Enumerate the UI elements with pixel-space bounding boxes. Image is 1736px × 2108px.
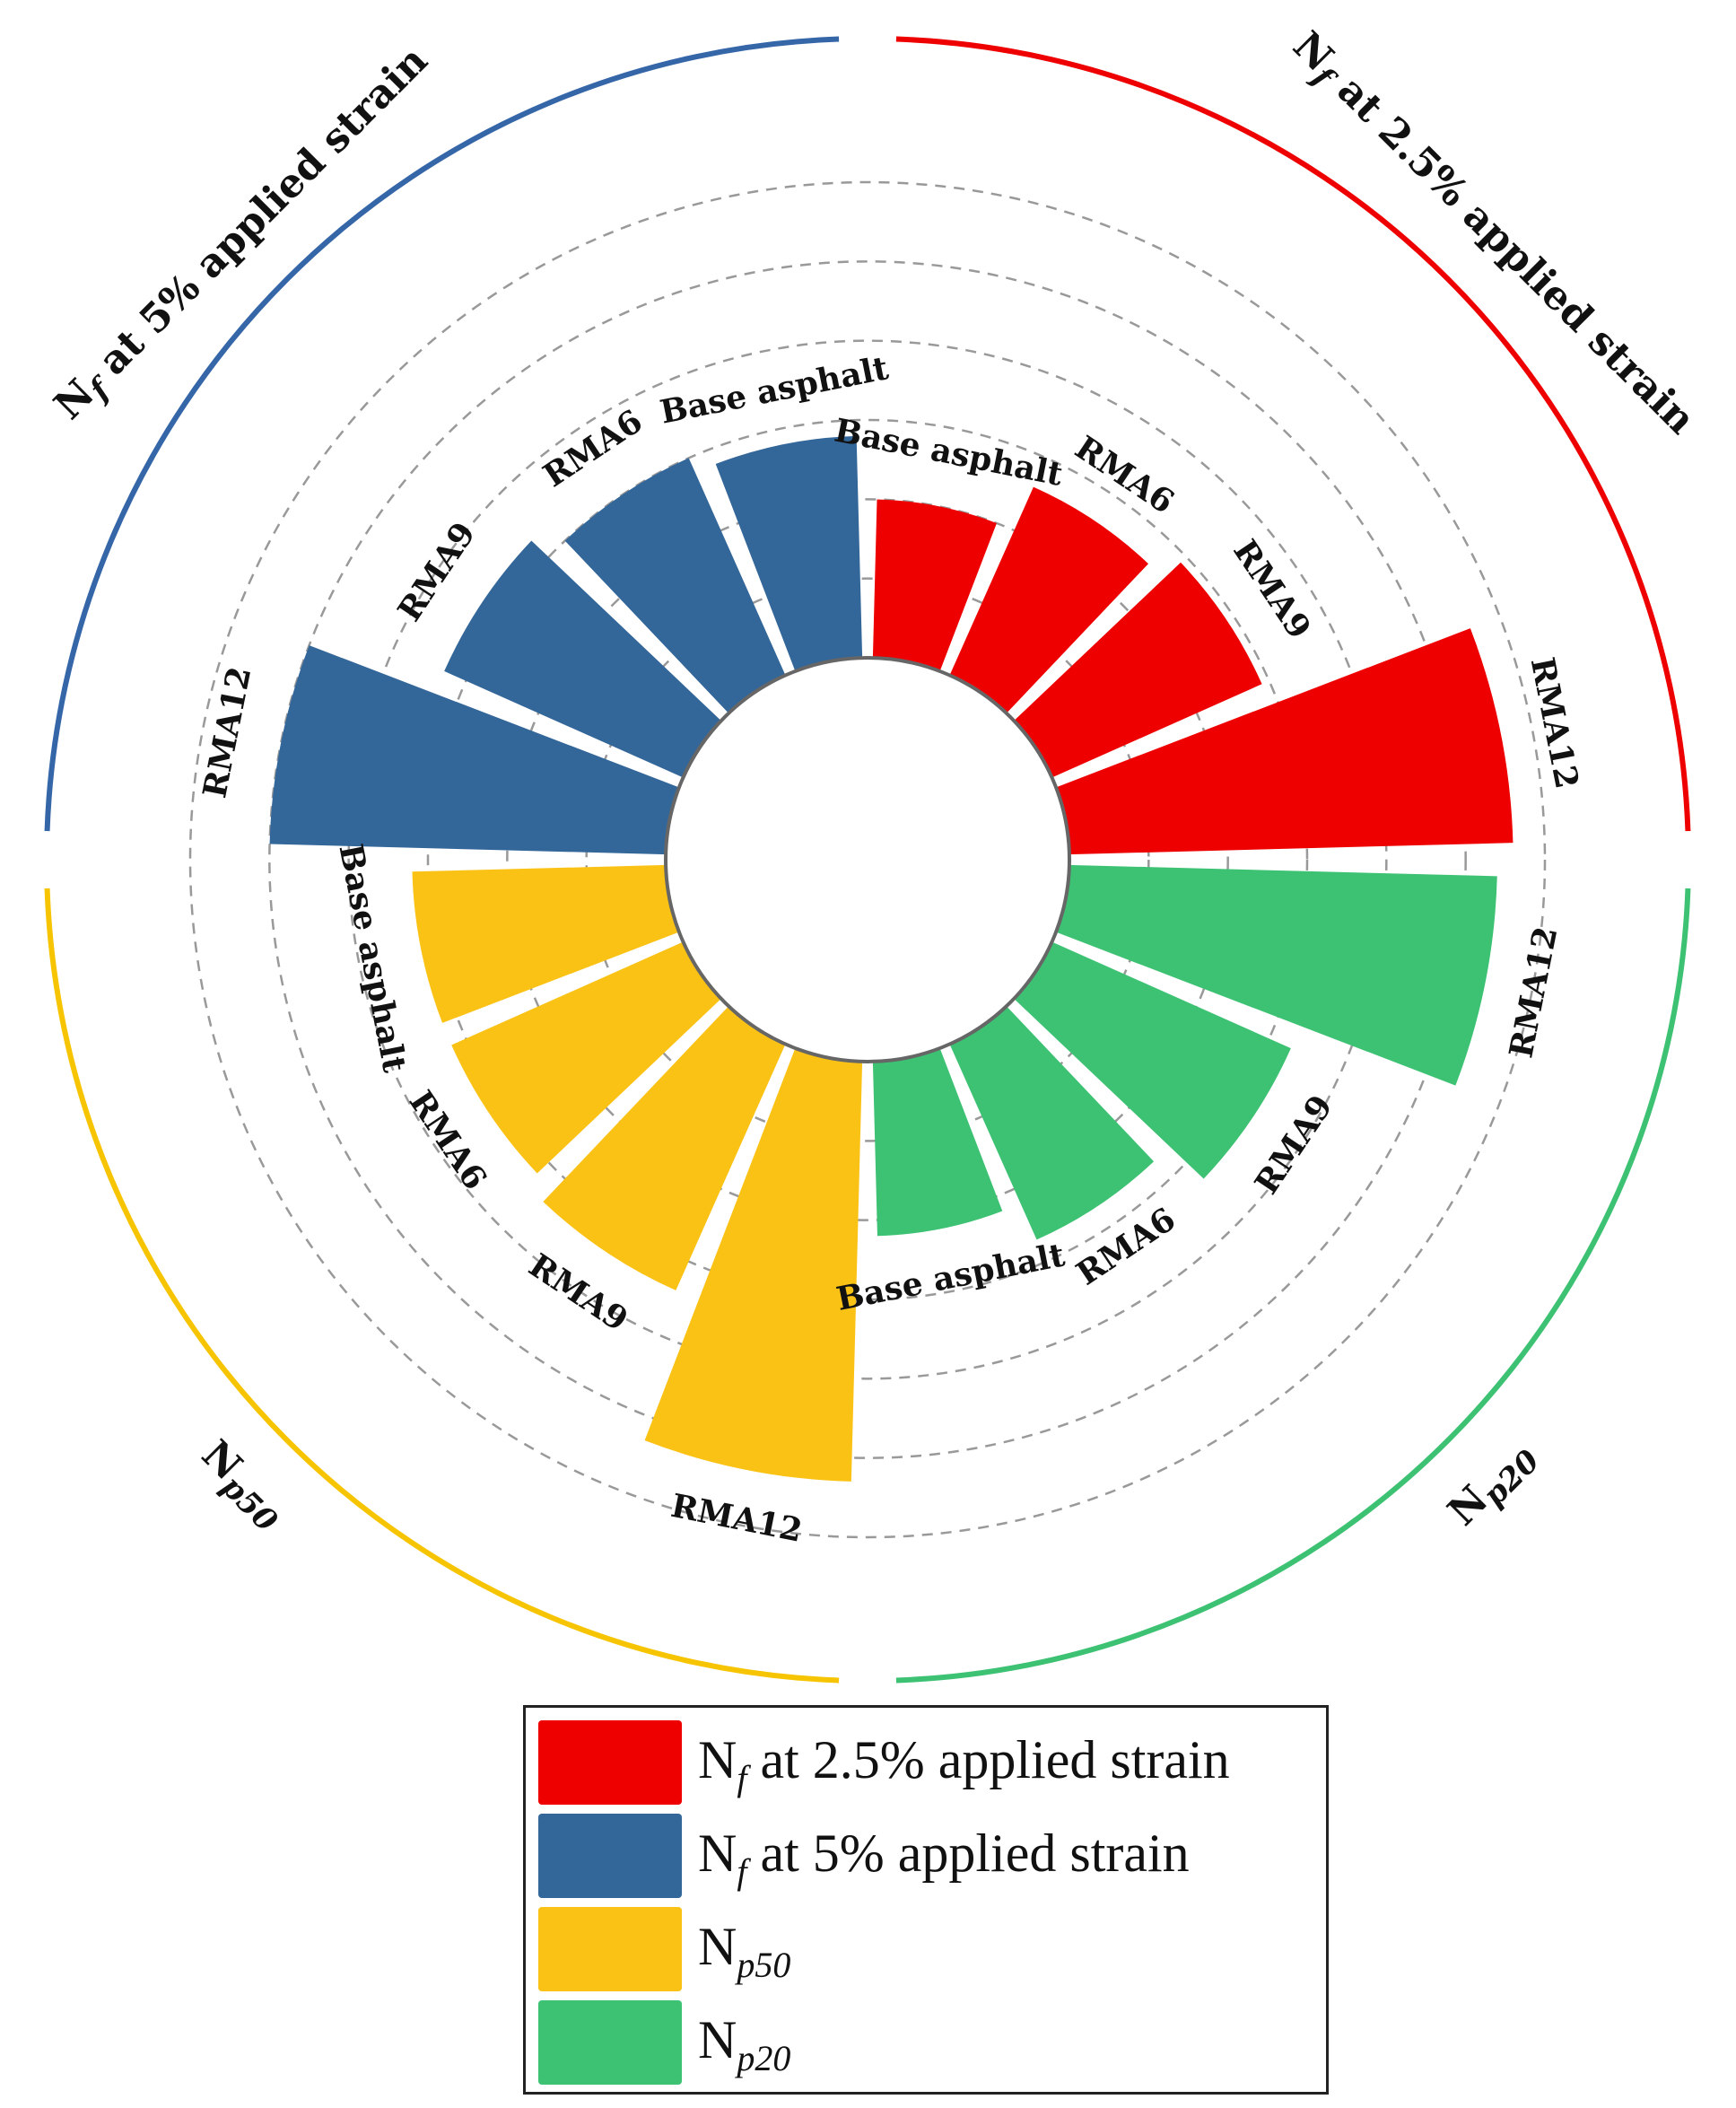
bar-np20-rma6	[946, 999, 1155, 1240]
bar-np20-rma12	[1047, 864, 1497, 1086]
bar-nf5-rma6	[564, 458, 789, 721]
group-title-rest-nf25: at 2.5% applied strain	[1319, 57, 1704, 442]
label-nf5-rma12: RMA12	[196, 663, 258, 800]
legend-item-np20: Np20	[538, 2000, 1310, 2086]
legend-swatch-np50	[538, 1907, 682, 1991]
grid-ring-5	[268, 260, 1467, 1459]
bar-nf25-rma12	[1047, 628, 1514, 855]
bar-nf25-base-asphalt	[872, 499, 997, 680]
group-title-rest-nf5: at 5% applied strain	[80, 38, 436, 394]
label-nf5-rma9: RMA9	[390, 515, 483, 627]
legend-label-np50: Np50	[698, 1917, 791, 1985]
legend-label-np20: Np20	[698, 2010, 791, 2078]
label-np50-rma6: RMA6	[402, 1084, 494, 1196]
label-nf25-base-asphalt: Base asphalt	[832, 411, 1067, 494]
bar-nf5-rma9	[444, 540, 728, 782]
grid-ring-4	[347, 339, 1388, 1380]
bar-nf25-rma6	[946, 486, 1148, 721]
arc-np50	[44, 888, 840, 1684]
legend-swatch-np20	[538, 2000, 682, 2085]
grid-ring-2	[506, 498, 1229, 1221]
legend-item-nf25: Nf at 2.5% applied strain	[538, 1720, 1310, 1806]
group-title-np50: Np50	[188, 1431, 296, 1539]
bar-np20-base-asphalt	[872, 1039, 1003, 1237]
group-title-np20: Np20	[1439, 1431, 1547, 1539]
arc-np20	[895, 888, 1691, 1684]
grid-ring-1	[585, 577, 1150, 1142]
legend: Nf at 2.5% applied strain Nf at 5% appli…	[523, 1705, 1329, 2095]
group-title-nf25: Nf at 2.5% applied strain	[1279, 22, 1704, 447]
label-np20-rma12: RMA12	[1502, 923, 1565, 1061]
group-title-nf5: Nf at 5% applied strain	[46, 38, 441, 433]
grid-ring-6	[188, 180, 1547, 1539]
arc-nf25	[895, 36, 1691, 832]
label-nf25-rma9: RMA9	[1226, 533, 1318, 645]
label-nf5-rma6: RMA6	[537, 402, 649, 494]
legend-label-nf25: Nf at 2.5% applied strain	[698, 1730, 1230, 1798]
legend-item-nf5: Nf at 5% applied strain	[538, 1814, 1310, 1900]
label-np50-base-asphalt: Base asphalt	[331, 841, 414, 1076]
group-arcs	[44, 36, 1691, 1684]
bar-np50-rma6	[451, 938, 728, 1174]
bar-nf5-rma12	[269, 645, 688, 855]
grid-ring-3	[426, 418, 1309, 1301]
arc-nf5	[44, 36, 840, 832]
bars	[269, 435, 1514, 1482]
label-np50-rma9: RMA9	[522, 1246, 634, 1339]
bar-np50-base-asphalt	[412, 864, 688, 1023]
inner-hole	[664, 656, 1071, 1063]
label-np20-rma9: RMA9	[1248, 1089, 1340, 1201]
legend-swatch-nf5	[538, 1814, 682, 1898]
legend-label-nf5: Nf at 5% applied strain	[698, 1824, 1190, 1892]
label-np20-base-asphalt: Base asphalt	[833, 1236, 1069, 1318]
label-np50-rma12: RMA12	[667, 1487, 805, 1550]
bar-nf5-base-asphalt	[715, 435, 863, 680]
label-np20-rma6: RMA6	[1069, 1201, 1182, 1293]
bar-np50-rma12	[644, 1039, 863, 1482]
legend-swatch-nf25	[538, 1720, 682, 1805]
label-nf25-rma6: RMA6	[1069, 429, 1181, 521]
bar-nf25-rma9	[1007, 562, 1262, 782]
bar-np50-rma9	[543, 999, 789, 1290]
bar-np20-rma9	[1007, 938, 1291, 1179]
legend-item-np50: Np50	[538, 1907, 1310, 1993]
label-nf25-rma12: RMA12	[1523, 654, 1586, 792]
grid-rings	[188, 180, 1547, 1539]
